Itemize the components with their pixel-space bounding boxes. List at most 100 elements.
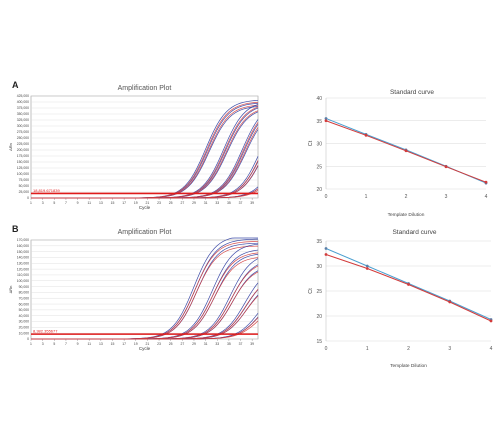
x-tick-label: 4 xyxy=(485,194,488,200)
amplification-curve xyxy=(31,264,259,340)
y-tick-label: 35 xyxy=(316,119,322,125)
data-point xyxy=(365,264,369,268)
x-axis-label: Cycle xyxy=(139,346,151,351)
y-tick-label: 90,000 xyxy=(19,285,29,289)
amplification-curve xyxy=(31,317,259,340)
amplification-curve xyxy=(31,238,259,340)
data-point xyxy=(489,319,493,323)
data-point xyxy=(324,247,328,250)
x-tick-label: 21 xyxy=(146,201,150,205)
amplification-curve xyxy=(31,243,259,340)
x-tick-label: 5 xyxy=(53,201,55,205)
y-tick-label: 0 xyxy=(27,337,29,341)
x-tick-label: 2 xyxy=(405,194,408,200)
x-tick-label: 3 xyxy=(445,194,448,200)
y-axis-label: ΔRn xyxy=(8,143,13,151)
data-point xyxy=(404,149,408,153)
x-tick-label: 19 xyxy=(134,201,138,205)
y-tick-label: 275,000 xyxy=(17,130,29,134)
data-point xyxy=(407,283,410,286)
y-tick-label: 100,000 xyxy=(17,279,29,283)
x-tick-label: 11 xyxy=(87,201,91,205)
amp-frame xyxy=(30,95,259,199)
x-tick-label: 17 xyxy=(122,201,126,205)
y-tick-label: 25,000 xyxy=(19,190,29,194)
y-tick-label: 20 xyxy=(316,187,322,193)
standard-curve-line xyxy=(325,254,492,322)
x-tick-label: 27 xyxy=(180,342,184,346)
x-tick-label: 31 xyxy=(204,342,208,346)
amplification-plot-a: A Amplification Plot 0 25,000 50,000 75,000 10… xyxy=(8,80,259,210)
x-tick-label: 19 xyxy=(134,342,138,346)
y-tick-label: 250,000 xyxy=(17,136,29,140)
panel-letter: A xyxy=(12,80,19,90)
y-tick-label: 25 xyxy=(316,289,322,295)
threshold-label: 18,819.671839 xyxy=(33,188,60,193)
y-tick-label: 130,000 xyxy=(17,261,29,265)
y-tick-label: 160,000 xyxy=(17,244,29,248)
y-tick-label: 50,000 xyxy=(19,184,29,188)
amplification-curve xyxy=(31,237,258,340)
x-tick-label: 23 xyxy=(157,342,161,346)
data-point xyxy=(444,165,448,169)
x-tick-label: 9 xyxy=(77,342,79,346)
x-tick-label: 0 xyxy=(325,346,328,352)
y-tick-label: 20,000 xyxy=(19,326,29,330)
y-tick-label: 10,000 xyxy=(19,331,29,335)
x-tick-label: 17 xyxy=(122,342,126,346)
x-tick-label: 3 xyxy=(42,342,44,346)
y-tick-label: 375,000 xyxy=(17,106,29,110)
y-tick-label: 25 xyxy=(316,164,322,170)
amp-title: Amplification Plot xyxy=(118,85,172,92)
amplification-curve xyxy=(31,312,259,340)
y-tick-label: 150,000 xyxy=(17,250,29,254)
amplification-curve xyxy=(31,252,259,340)
y-tick-label: 60,000 xyxy=(19,302,29,306)
y-tick-label: 40,000 xyxy=(19,314,29,318)
std-title: Standard curve xyxy=(390,89,434,96)
x-axis-label: Template Dilution xyxy=(390,363,427,369)
x-tick-label: 0 xyxy=(325,194,328,200)
y-tick-label: 140,000 xyxy=(17,256,29,260)
y-tick-label: 300,000 xyxy=(17,124,29,128)
x-tick-label: 33 xyxy=(215,342,219,346)
x-tick-label: 7 xyxy=(65,201,67,205)
y-tick-label: 20 xyxy=(316,314,322,320)
x-tick-label: 9 xyxy=(77,201,79,205)
y-tick-label: 425,000 xyxy=(17,94,29,98)
y-tick-label: 225,000 xyxy=(17,142,29,146)
amplification-curve xyxy=(31,295,259,340)
x-tick-label: 13 xyxy=(99,201,103,205)
std-title: Standard curve xyxy=(392,229,436,236)
y-tick-label: 30 xyxy=(316,142,322,148)
amplification-curve xyxy=(31,271,259,340)
amplification-curve xyxy=(31,156,259,199)
x-tick-label: 1 xyxy=(30,201,32,205)
amp-frame xyxy=(30,239,259,340)
x-tick-label: 13 xyxy=(99,342,103,346)
amplification-curve xyxy=(31,190,259,199)
x-axis-label: Template Dilution xyxy=(388,212,425,218)
y-tick-label: 325,000 xyxy=(17,118,29,122)
y-tick-label: 100,000 xyxy=(17,172,29,176)
y-axis-label: Ct xyxy=(308,288,314,294)
y-tick-label: 350,000 xyxy=(17,112,29,116)
amp-title: Amplification Plot xyxy=(118,229,172,236)
x-tick-label: 15 xyxy=(111,201,115,205)
amplification-curve xyxy=(31,288,259,340)
x-tick-label: 11 xyxy=(87,342,91,346)
amplification-curve xyxy=(31,161,259,199)
x-tick-label: 5 xyxy=(53,342,55,346)
x-tick-label: 29 xyxy=(192,342,196,346)
data-point xyxy=(365,267,369,270)
x-tick-label: 1 xyxy=(366,346,369,352)
standard-curve-b: Standard curve 15 20 25 30 35 0 1 2 3 4 Template Di… xyxy=(308,229,493,369)
amplification-curve xyxy=(31,160,259,199)
x-tick-label: 29 xyxy=(192,201,196,205)
y-axis-label: Ct xyxy=(308,140,314,146)
data-point xyxy=(324,253,328,256)
y-tick-label: 50,000 xyxy=(19,308,29,312)
x-tick-label: 1 xyxy=(365,194,368,200)
x-tick-label: 7 xyxy=(65,342,67,346)
